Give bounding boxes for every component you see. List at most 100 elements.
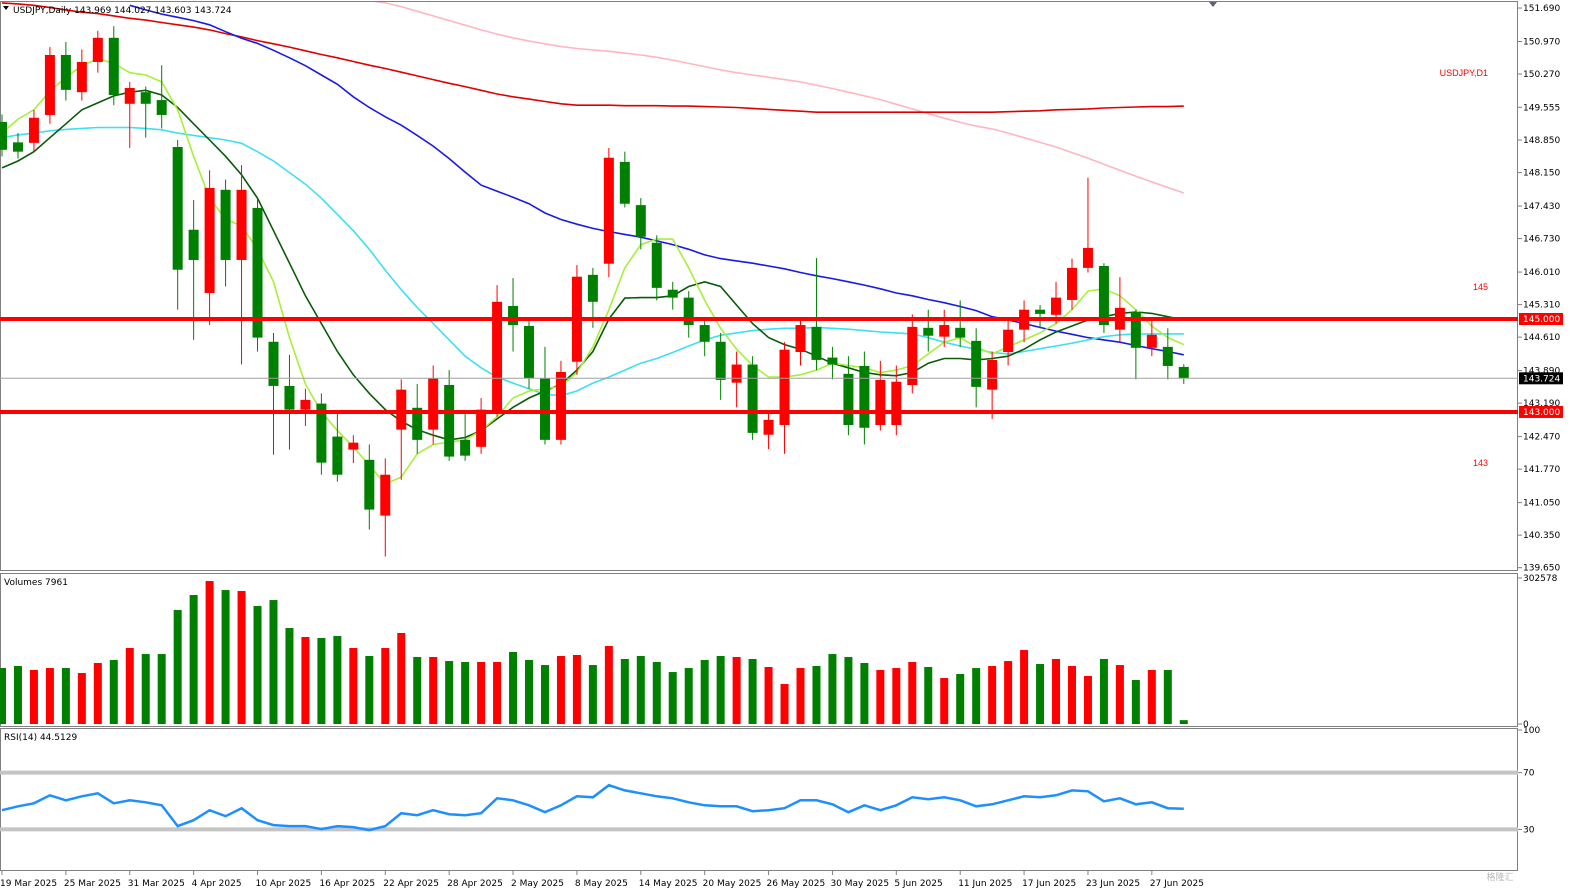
- y-tick-label: 146.730: [1523, 235, 1560, 245]
- x-tick-label: 28 Apr 2025: [447, 879, 503, 889]
- y-tick-label: 70: [1523, 769, 1535, 779]
- candle-body: [923, 327, 934, 336]
- moving-average: [1, 2, 1184, 113]
- candle-body: [555, 371, 566, 440]
- candle-body: [476, 409, 487, 447]
- x-tick-label: 22 Apr 2025: [383, 879, 439, 889]
- volume-bar: [0, 668, 6, 724]
- rsi-line: [1, 783, 1184, 832]
- volume-bar: [333, 636, 342, 724]
- candle-body: [875, 379, 886, 425]
- volume-bar: [77, 672, 86, 724]
- annotation: 143: [1473, 458, 1488, 468]
- volume-bar: [588, 665, 597, 724]
- candle-body: [683, 297, 694, 326]
- candle-body: [220, 189, 231, 260]
- header: USDJPY,Daily 143.969 144.027 143.603 143…: [13, 6, 232, 16]
- candle-body: [1098, 266, 1109, 326]
- volume-bar: [109, 660, 118, 724]
- rsi-title: RSI(14) 44.5129: [4, 733, 77, 743]
- moving-average: [373, 2, 1185, 194]
- candle-body: [891, 381, 902, 425]
- volume-bar: [285, 628, 294, 724]
- candle-body: [971, 340, 982, 387]
- candle-body: [795, 325, 806, 353]
- x-tick-label: 23 Jun 2025: [1086, 879, 1140, 889]
- candle-body: [172, 147, 183, 270]
- volume-bar: [429, 657, 438, 724]
- volume-bar: [141, 654, 150, 724]
- volume-bar: [956, 674, 965, 724]
- candle-body: [316, 403, 327, 463]
- candle-body: [140, 92, 151, 104]
- candle-body: [939, 325, 950, 337]
- candle-body: [380, 474, 391, 516]
- volume-bar: [1115, 665, 1124, 724]
- volume-bar: [365, 656, 374, 724]
- candle-body: [1178, 366, 1189, 379]
- candle-body: [1082, 247, 1093, 268]
- volume-bar: [477, 661, 486, 724]
- header-arrow: [3, 6, 9, 10]
- volume-bar: [860, 663, 869, 724]
- candle-body: [1162, 346, 1173, 366]
- volume-bar: [972, 668, 981, 724]
- candle-body: [1051, 297, 1062, 315]
- price-label: 143.724: [1523, 374, 1560, 384]
- candle-body: [300, 399, 311, 410]
- y-tick-label: 150.270: [1523, 70, 1560, 80]
- volume-bar: [748, 659, 757, 724]
- volume-bar: [604, 646, 613, 724]
- x-tick-label: 19 Mar 2025: [0, 879, 57, 889]
- candle-body: [156, 100, 167, 115]
- candle-body: [428, 378, 439, 430]
- volume-bar: [493, 661, 502, 724]
- volume-bar: [1004, 661, 1013, 724]
- rsi-panel-border: [0, 728, 1518, 871]
- y-tick-label: 144.610: [1523, 333, 1560, 343]
- axes: 151.690 150.970 150.270 149.555 148.850 148.1…: [0, 4, 1563, 889]
- x-tick-label: 11 Jun 2025: [958, 879, 1012, 889]
- level-label-box: [1519, 405, 1563, 418]
- volume-bar: [269, 600, 278, 724]
- y-tick-label: 145.310: [1523, 301, 1560, 311]
- candle-body: [508, 305, 519, 326]
- candle-body: [827, 357, 838, 365]
- volume-bar: [1179, 720, 1188, 724]
- y-tick-label: 0: [1523, 720, 1529, 730]
- y-tick-label: 141.770: [1523, 465, 1560, 475]
- candle-body: [348, 442, 359, 450]
- candle-body: [188, 229, 199, 260]
- x-tick-label: 8 May 2025: [575, 879, 628, 889]
- x-tick-label: 5 Jun 2025: [894, 879, 942, 889]
- volume-bar: [780, 683, 789, 724]
- candle-body: [1035, 309, 1046, 314]
- candle-body: [763, 419, 774, 435]
- candle-body: [1130, 312, 1141, 348]
- volume-bar: [205, 581, 214, 724]
- candle-body: [204, 187, 215, 293]
- x-tick-label: 30 May 2025: [830, 879, 889, 889]
- candle-body: [364, 459, 375, 510]
- y-tick-label: 149.555: [1523, 103, 1560, 113]
- volume-bar: [700, 660, 709, 724]
- main-panel-border: [0, 1, 1518, 571]
- x-tick-label: 17 Jun 2025: [1022, 879, 1076, 889]
- volume-bar: [684, 668, 693, 724]
- candle-body: [859, 365, 870, 428]
- rsi-plot: [0, 770, 1518, 832]
- volume-bar: [173, 610, 182, 724]
- candle-body: [987, 359, 998, 390]
- candle-body: [1066, 267, 1077, 300]
- volume-bar: [764, 667, 773, 724]
- candle-body: [587, 274, 598, 302]
- candle-body: [444, 385, 455, 457]
- volume-bar: [349, 648, 358, 724]
- x-tick-label: 26 May 2025: [767, 879, 826, 889]
- candle-body: [907, 326, 918, 386]
- candle-body: [332, 436, 343, 475]
- candle-body: [460, 439, 471, 456]
- volume-bar: [45, 668, 54, 724]
- moving-average: [1, 89, 1184, 441]
